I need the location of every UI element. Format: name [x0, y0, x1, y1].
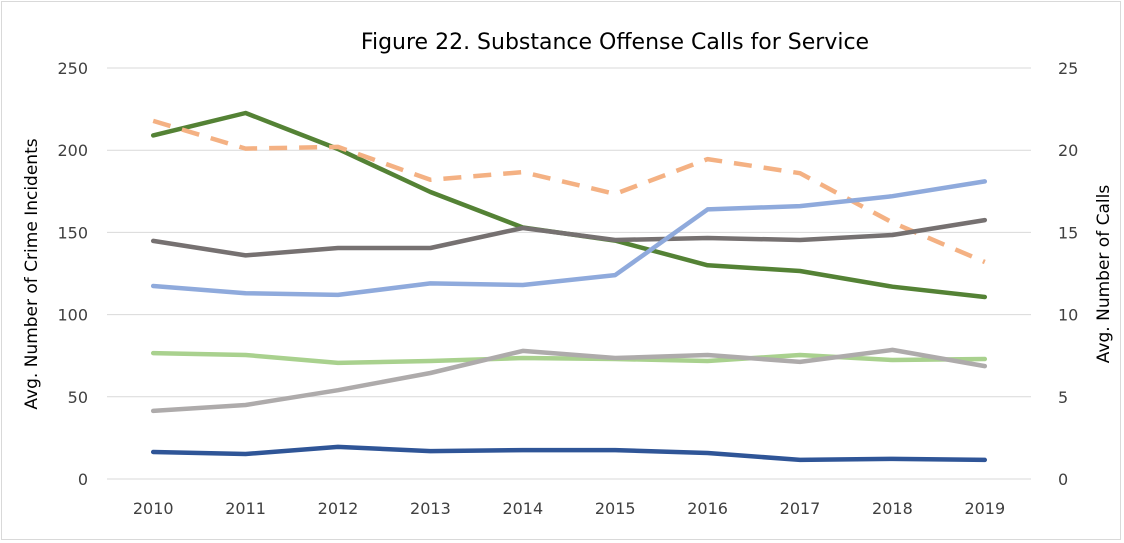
- y2-tick-label: 0: [1058, 470, 1068, 489]
- y2-tick-label: 20: [1058, 141, 1078, 160]
- y-tick-label: 250: [57, 59, 88, 78]
- x-tick-label: 2016: [687, 499, 728, 518]
- x-tick-label: 2018: [872, 499, 913, 518]
- y2-tick-label: 25: [1058, 59, 1078, 78]
- x-tick-label: 2014: [502, 499, 543, 518]
- y2-axis-label: Avg. Number of Calls: [1094, 185, 1114, 364]
- series-line-2: [150, 217, 988, 258]
- y2-tick-label: 10: [1058, 306, 1078, 325]
- x-tick-label: 2011: [225, 499, 266, 518]
- series-line-6: [150, 444, 988, 463]
- x-tick-label: 2017: [780, 499, 821, 518]
- y-tick-label: 0: [78, 470, 88, 489]
- x-tick-label: 2015: [595, 499, 636, 518]
- series-line-3: [150, 179, 988, 298]
- y2-tick-label: 5: [1058, 388, 1068, 407]
- y-tick-label: 100: [57, 306, 88, 325]
- x-tick-label: 2010: [133, 499, 174, 518]
- series-line-5: [150, 347, 988, 414]
- y-tick-label: 200: [57, 141, 88, 160]
- x-tick-label: 2012: [318, 499, 359, 518]
- x-tick-label: 2013: [410, 499, 451, 518]
- y2-tick-label: 15: [1058, 223, 1078, 242]
- series-line-1: [152, 118, 986, 265]
- chart-title: Figure 22. Substance Offense Calls for S…: [361, 30, 869, 55]
- y-axis-label: Avg. Number of Crime Incidents: [22, 138, 42, 409]
- y-tick-label: 50: [68, 388, 88, 407]
- x-tick-label: 2019: [964, 499, 1005, 518]
- y-tick-label: 150: [57, 223, 88, 242]
